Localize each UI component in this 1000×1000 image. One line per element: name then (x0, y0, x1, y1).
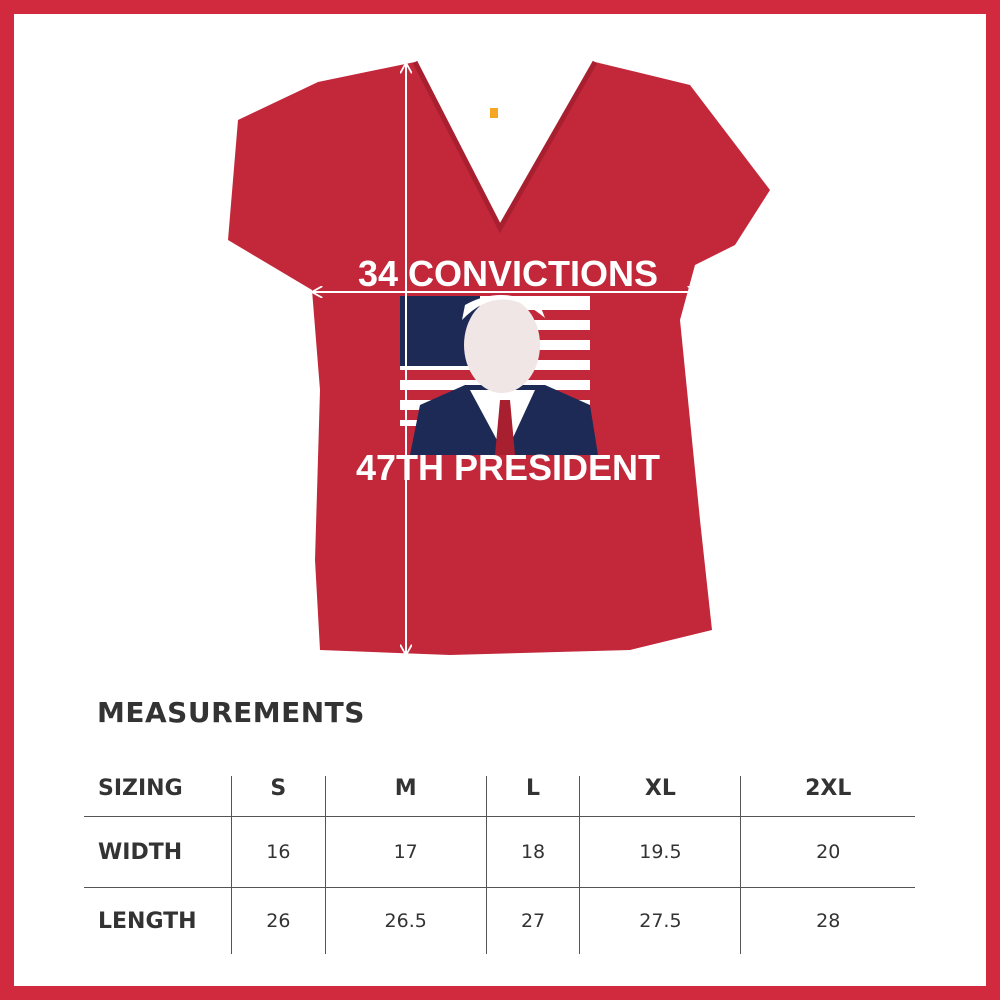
table-header-row: SIZING S M L XL 2XL (84, 776, 915, 817)
table-cell: 28 (740, 887, 915, 954)
header-cell: 2XL (740, 776, 915, 817)
header-cell: M (324, 776, 487, 817)
table-cell: 27.5 (579, 887, 741, 954)
brand-label: TeeHunt (490, 108, 537, 121)
portrait-graphic (410, 295, 598, 455)
header-cell: SIZING (84, 776, 232, 817)
table-cell: 27 (485, 887, 580, 954)
row-label: LENGTH (98, 908, 197, 934)
table-cell: 18 (485, 816, 580, 888)
row-label: WIDTH (84, 816, 232, 888)
svg-text:TeeHunt: TeeHunt (499, 111, 537, 121)
table-cell: 20 (740, 816, 915, 888)
header-cell: XL (579, 776, 741, 817)
table-row: WIDTH 16 17 18 19.5 20 (84, 816, 915, 888)
table-cell: 26.5 (324, 887, 487, 954)
shirt-image: TeeHunt 34 CONVICTIONS 47TH PRESIDENT (228, 60, 770, 680)
header-cell: L (485, 776, 580, 817)
table-cell: 16 (231, 816, 326, 888)
table-cell: 26 (231, 887, 326, 954)
size-chart-table: SIZING S M L XL 2XL WIDTH 16 17 18 19.5 … (84, 776, 915, 954)
table-cell: 17 (324, 816, 487, 888)
print-bottom-text: 47TH PRESIDENT (356, 447, 660, 488)
measurements-title: MEASUREMENTS (97, 696, 365, 729)
table-cell: 19.5 (579, 816, 741, 888)
print-top-text: 34 CONVICTIONS (358, 253, 658, 294)
header-cell: S (231, 776, 326, 817)
table-row: LENGTH 26 26.5 27 27.5 28 (84, 887, 915, 954)
